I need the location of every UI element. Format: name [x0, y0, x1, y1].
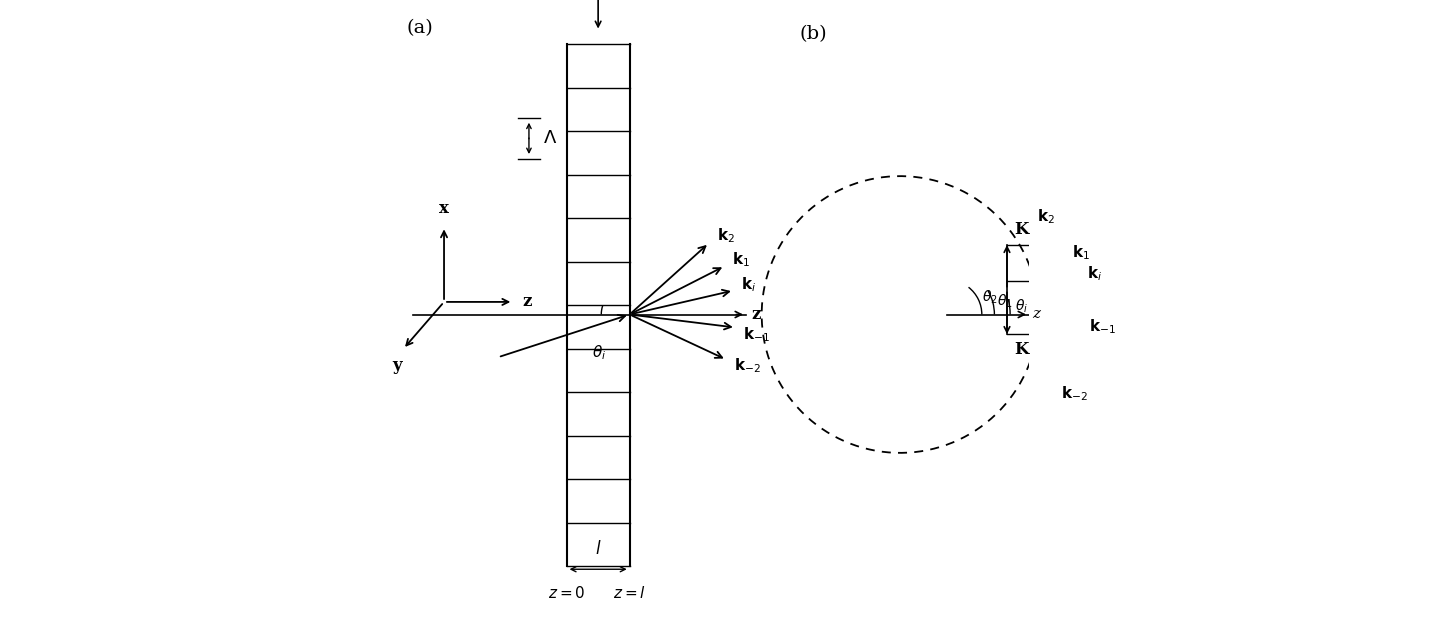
Text: $\mathbf{k}_1$: $\mathbf{k}_1$ [1072, 243, 1090, 262]
Text: $\mathbf{k}_i$: $\mathbf{k}_i$ [1086, 264, 1102, 283]
Text: $\theta_2$: $\theta_2$ [982, 289, 997, 306]
Text: y: y [392, 357, 402, 374]
Text: $\mathbf{k}_2$: $\mathbf{k}_2$ [716, 226, 735, 245]
Text: $\Lambda$: $\Lambda$ [543, 130, 557, 147]
Text: $l$: $l$ [594, 540, 602, 558]
Text: $\mathbf{k}_1$: $\mathbf{k}_1$ [733, 250, 750, 269]
Text: (a): (a) [406, 19, 433, 37]
Text: $\mathbf{k}_{-1}$: $\mathbf{k}_{-1}$ [1089, 317, 1116, 335]
Text: $\mathbf{k}_{-1}$: $\mathbf{k}_{-1}$ [743, 326, 770, 345]
Text: K: K [1015, 341, 1029, 358]
Text: $\theta_i$: $\theta_i$ [1015, 298, 1027, 315]
Text: $\mathbf{k}_2$: $\mathbf{k}_2$ [1037, 208, 1056, 226]
Text: z: z [523, 293, 532, 311]
Text: $\theta_1$: $\theta_1$ [997, 292, 1013, 310]
Text: $z=l$: $z=l$ [613, 585, 646, 601]
Text: K: K [1015, 221, 1029, 238]
Text: $\mathbf{k}_{-2}$: $\mathbf{k}_{-2}$ [1062, 384, 1089, 403]
Text: (b): (b) [799, 25, 827, 43]
Text: $\mathbf{k}_i$: $\mathbf{k}_i$ [742, 275, 756, 294]
Text: x: x [439, 200, 449, 217]
Text: $z=0$: $z=0$ [547, 585, 586, 601]
Text: z: z [752, 306, 760, 323]
Text: z: z [1032, 308, 1040, 321]
Text: $\mathbf{k}_{-2}$: $\mathbf{k}_{-2}$ [735, 357, 762, 376]
Text: $\theta_i$: $\theta_i$ [592, 343, 606, 362]
